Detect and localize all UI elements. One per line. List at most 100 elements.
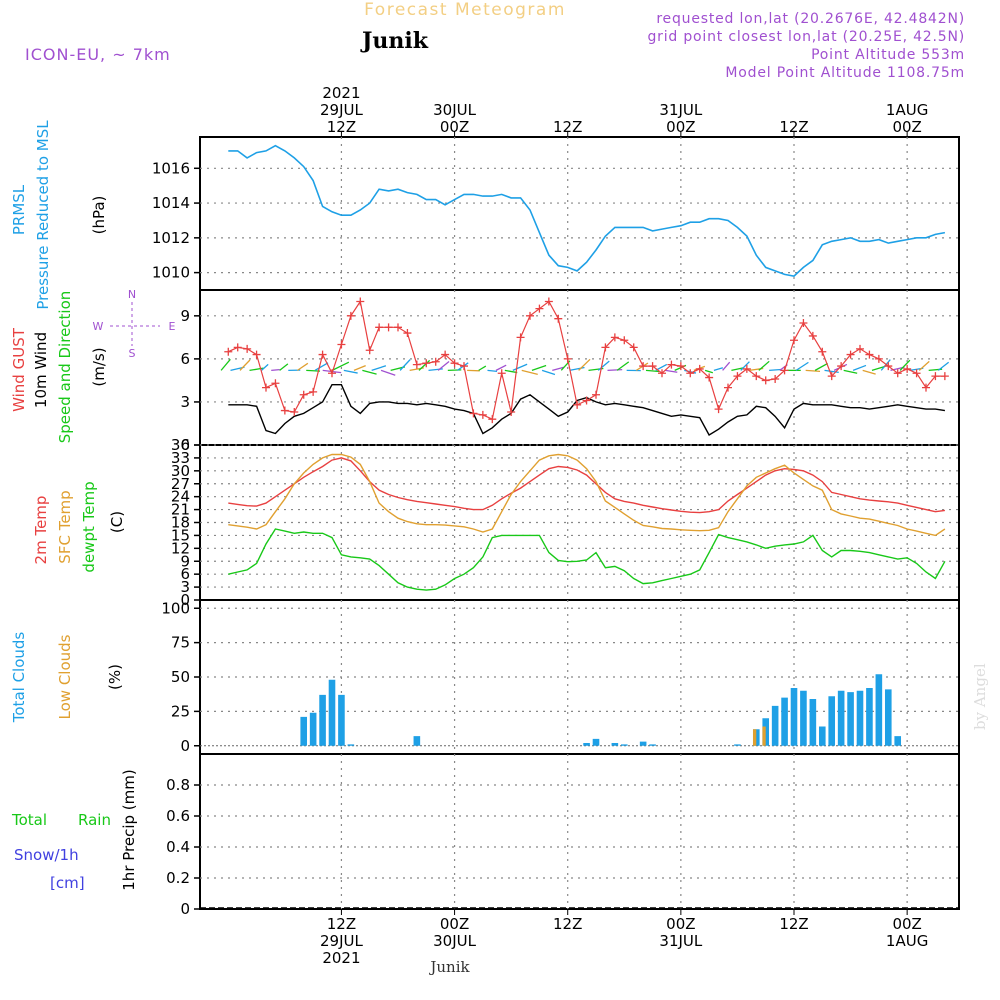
gust-point — [497, 369, 506, 378]
gust-point — [318, 350, 327, 359]
y-tick-label: 0 — [180, 591, 190, 609]
y-tick-label: 21 — [171, 501, 190, 519]
precip-cm-label: [cm] — [50, 874, 85, 892]
gust-point — [808, 331, 817, 340]
compass-w: W — [93, 320, 104, 333]
y-tick-label: 0.2 — [166, 869, 190, 887]
gust-point — [394, 323, 402, 332]
gust-point — [865, 350, 874, 359]
y-tick-label: 24 — [171, 488, 190, 506]
y-tick-label: 0.8 — [166, 776, 190, 794]
dewpt-line — [228, 528, 946, 591]
y-tick-label: 9 — [180, 307, 190, 325]
total-cloud-bar — [347, 744, 355, 746]
time-label-bottom: 1AUG — [886, 932, 928, 950]
gust-point — [940, 372, 949, 381]
gust-point — [695, 364, 704, 373]
gust-point — [922, 383, 930, 392]
gust-label: Wind GUST — [10, 327, 28, 412]
pressure-label-2: Pressure Reduced to MSL — [34, 120, 52, 310]
time-label-bottom: 31JUL — [659, 932, 702, 950]
wind-dir-arrow — [795, 361, 809, 371]
gust-point — [705, 373, 714, 382]
gust-point — [931, 372, 940, 381]
gust-point — [837, 362, 846, 371]
gust-point — [346, 311, 355, 320]
gust-point — [469, 409, 478, 418]
wind-dir-label: Speed and Direction — [56, 291, 74, 444]
time-label-bottom: 00Z — [440, 915, 469, 933]
total-cloud-bar — [328, 679, 336, 746]
gust-point — [874, 354, 883, 363]
gust-point — [912, 369, 921, 378]
y-tick-label: 1010 — [152, 264, 190, 282]
total-cloud-bar — [413, 736, 421, 746]
wind-dir-arrow — [552, 366, 565, 371]
total-cloud-bar — [837, 690, 845, 746]
gust-point — [262, 383, 270, 392]
model-label: ICON-EU, ~ 7km — [25, 45, 171, 64]
y-tick-label: 3 — [180, 393, 190, 411]
wind-dir-arrow — [380, 369, 396, 376]
wind-dir-arrow — [665, 369, 678, 373]
gust-point — [620, 336, 629, 345]
gust-point — [375, 323, 384, 332]
gust-point — [224, 347, 233, 356]
tsfc-label: SFC Temp — [56, 490, 74, 563]
compass-s: S — [129, 347, 136, 360]
total-cloud-bar — [875, 674, 883, 746]
y-tick-label: 3 — [180, 578, 190, 596]
total-cloud-bar — [866, 688, 873, 746]
wind-dir-arrow — [271, 368, 280, 372]
y-tick-label: 75 — [171, 634, 190, 652]
wind-dir-arrow — [521, 369, 538, 375]
y-tick-label: 36 — [171, 436, 190, 454]
time-label-top: 00Z — [440, 118, 469, 136]
gust-point — [271, 379, 280, 388]
gust-point — [441, 350, 450, 359]
total-cloud-bar — [583, 743, 590, 746]
y-tick-label: 12 — [171, 539, 190, 557]
wind-dir-arrow — [371, 365, 387, 371]
time-label-top: 29JUL — [320, 101, 363, 119]
y-tick-label: 50 — [171, 668, 190, 686]
time-label-bottom: 30JUL — [433, 932, 476, 950]
gust-point — [516, 333, 525, 342]
panel-frame — [199, 289, 960, 446]
gust-point — [337, 340, 346, 349]
gust-point — [790, 336, 798, 345]
total-cloud-bar — [771, 705, 779, 746]
wind-dir-arrow — [487, 369, 498, 373]
gridpoint-coords: grid point closest lon,lat (20.25E, 42.5… — [648, 29, 966, 45]
time-label-top: 12Z — [553, 118, 582, 136]
wind-dir-arrow — [704, 369, 714, 374]
chart-title: Forecast Meteogram — [364, 0, 566, 20]
y-tick-label: 1014 — [152, 194, 190, 212]
y-tick-label: 1016 — [152, 159, 190, 177]
wind-dir-arrow — [918, 360, 930, 371]
gust-point — [846, 350, 855, 359]
gust-point — [733, 372, 742, 381]
wind-dir-arrow — [261, 363, 269, 371]
y-tick-label: 9 — [180, 552, 190, 570]
gust-point — [365, 346, 374, 355]
wind-dir-arrow — [862, 369, 876, 375]
gust-point — [478, 410, 487, 419]
time-label-bottom: 12Z — [779, 915, 808, 933]
gust-point — [771, 374, 780, 383]
gust-point — [601, 343, 610, 352]
wind-dir-arrow — [306, 369, 321, 372]
model-altitude: Model Point Altitude 1108.75m — [725, 65, 965, 81]
credit-watermark: by Angel — [971, 663, 989, 730]
y-tick-label: 6 — [180, 565, 190, 583]
gust-point — [629, 343, 638, 352]
y-tick-label: 27 — [171, 475, 190, 493]
y-tick-label: 15 — [171, 526, 190, 544]
gust-point — [573, 400, 582, 409]
gust-point — [818, 347, 827, 356]
gust-point — [233, 343, 242, 352]
gust-point — [252, 350, 261, 359]
gust-point — [403, 329, 412, 338]
y-tick-label: 0 — [180, 436, 190, 454]
time-label-bottom: 12Z — [553, 915, 582, 933]
